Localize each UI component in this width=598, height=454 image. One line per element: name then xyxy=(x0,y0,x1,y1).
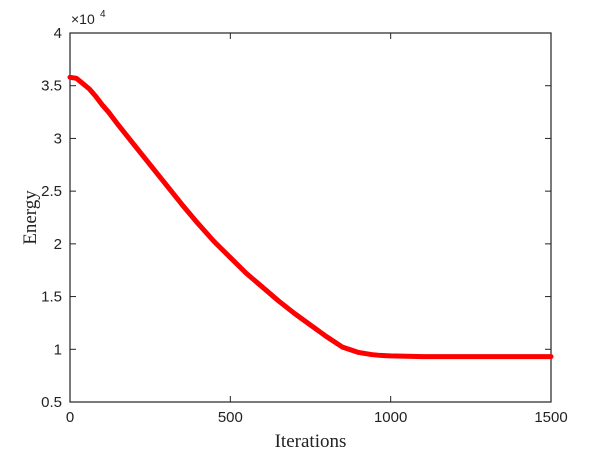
y-tick-label-5: 3 xyxy=(54,130,62,147)
series-point-0-31 xyxy=(516,354,522,359)
y-axis-exponent: ×10 xyxy=(71,11,95,27)
series-point-0-27 xyxy=(404,353,410,359)
series-point-0-32 xyxy=(548,354,554,359)
series-point-0-30 xyxy=(484,354,490,359)
series-point-0-19 xyxy=(308,322,313,328)
series-point-0-15 xyxy=(244,271,249,276)
y-tick-label-7: 4 xyxy=(54,25,62,42)
series-point-0-18 xyxy=(292,311,297,316)
series-point-0-16 xyxy=(260,284,265,290)
y-tick-label-3: 2 xyxy=(54,236,62,253)
series-point-0-6 xyxy=(106,109,111,115)
y-tick-label-1: 1 xyxy=(54,341,62,358)
series-point-0-28 xyxy=(420,354,426,359)
series-point-0-14 xyxy=(228,255,233,260)
series-point-0-0 xyxy=(67,74,73,80)
series-point-0-10 xyxy=(163,182,169,188)
x-tick-label-1: 500 xyxy=(218,409,243,426)
y-tick-label-4: 2.5 xyxy=(41,183,62,200)
y-axis-title: Energy xyxy=(20,190,41,245)
series-point-0-5 xyxy=(99,102,105,107)
plot-frame xyxy=(69,32,552,403)
x-tick-label-0: 0 xyxy=(66,409,74,426)
y-tick-label-6: 3.5 xyxy=(41,78,62,95)
y-tick-label-2: 1.5 xyxy=(41,289,62,306)
series-point-0-11 xyxy=(179,202,185,208)
x-tick-label-2: 1000 xyxy=(374,409,407,426)
series-point-0-2 xyxy=(80,81,86,86)
x-tick-label-3: 1500 xyxy=(534,409,567,426)
series-point-0-4 xyxy=(93,93,98,99)
series-point-0-20 xyxy=(324,334,329,339)
series-point-0-25 xyxy=(381,353,387,358)
x-axis-title: Iterations xyxy=(275,431,347,452)
series-point-0-8 xyxy=(131,142,137,148)
series-point-0-23 xyxy=(369,352,374,357)
series-point-0-22 xyxy=(356,350,361,355)
series-point-0-29 xyxy=(452,354,458,359)
series-point-0-26 xyxy=(388,353,393,359)
series-point-0-13 xyxy=(212,239,217,245)
series-point-0-3 xyxy=(86,86,92,92)
series-point-0-24 xyxy=(375,352,381,358)
series-point-0-1 xyxy=(74,76,79,81)
y-axis-exponent-power: 4 xyxy=(100,9,106,20)
series-point-0-12 xyxy=(195,221,201,227)
series-point-0-17 xyxy=(276,298,281,304)
series-point-0-7 xyxy=(115,122,121,128)
series-point-0-9 xyxy=(147,162,153,168)
y-tick-label-0: 0.5 xyxy=(41,394,62,411)
series-point-0-21 xyxy=(340,344,345,350)
